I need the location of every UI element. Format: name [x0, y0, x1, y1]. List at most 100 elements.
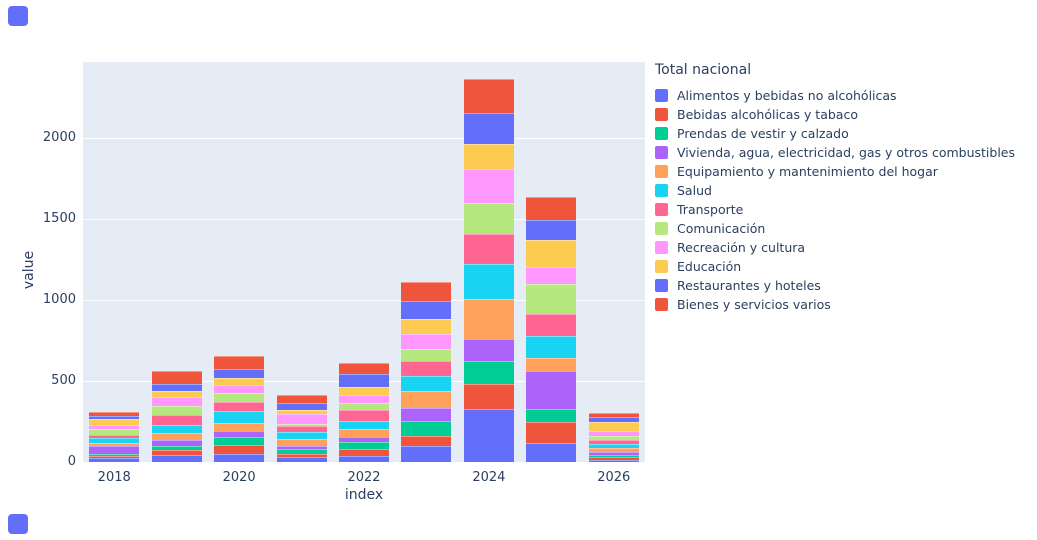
- bar-segment[interactable]: [401, 360, 452, 376]
- bar-segment[interactable]: [338, 410, 389, 422]
- bar-segment[interactable]: [276, 453, 327, 458]
- bar-segment[interactable]: [89, 445, 140, 454]
- bar-segment[interactable]: [89, 438, 140, 443]
- bar-segment[interactable]: [588, 459, 639, 462]
- bar-segment[interactable]: [214, 356, 265, 370]
- bar-segment[interactable]: [338, 387, 389, 395]
- bar-segment[interactable]: [463, 409, 514, 462]
- bar-segment[interactable]: [401, 407, 452, 421]
- bar-segment[interactable]: [463, 264, 514, 300]
- bar-segment[interactable]: [526, 266, 577, 285]
- bar-segment[interactable]: [276, 431, 327, 440]
- bar-segment[interactable]: [338, 363, 389, 375]
- bar-segment[interactable]: [338, 374, 389, 388]
- bar-segment[interactable]: [463, 112, 514, 145]
- bar-segment[interactable]: [214, 401, 265, 412]
- bar-segment[interactable]: [463, 338, 514, 361]
- bar-segment[interactable]: [276, 426, 327, 432]
- bar-segment[interactable]: [526, 442, 577, 462]
- bar-segment[interactable]: [89, 418, 140, 425]
- bar-segment[interactable]: [463, 299, 514, 339]
- bar-segment[interactable]: [338, 441, 389, 450]
- bar-segment[interactable]: [89, 453, 140, 457]
- bar-segment[interactable]: [526, 409, 577, 423]
- bar-segment[interactable]: [338, 421, 389, 430]
- bar-segment[interactable]: [151, 405, 202, 415]
- bar-segment[interactable]: [214, 369, 265, 378]
- bar-segment[interactable]: [214, 384, 265, 394]
- bar-segment[interactable]: [588, 448, 639, 452]
- bar-segment[interactable]: [214, 377, 265, 385]
- bar-segment[interactable]: [151, 446, 202, 451]
- bar-segment[interactable]: [151, 450, 202, 455]
- bar-segment[interactable]: [401, 349, 452, 361]
- bar-segment[interactable]: [463, 79, 514, 113]
- bar-segment[interactable]: [276, 449, 327, 454]
- bar-segment[interactable]: [588, 431, 639, 437]
- bar-segment[interactable]: [89, 456, 140, 458]
- bar-segment[interactable]: [151, 397, 202, 406]
- bar-segment[interactable]: [588, 451, 639, 455]
- bar-segment[interactable]: [151, 439, 202, 447]
- bar-segment[interactable]: [463, 234, 514, 265]
- legend-item[interactable]: Prendas de vestir y calzado: [655, 124, 1015, 143]
- bar-segment[interactable]: [463, 202, 514, 235]
- bar-segment[interactable]: [276, 424, 327, 427]
- bar-segment[interactable]: [214, 453, 265, 462]
- bar-segment[interactable]: [151, 425, 202, 433]
- bar-segment[interactable]: [214, 431, 265, 437]
- bar-segment[interactable]: [588, 444, 639, 449]
- bar-segment[interactable]: [89, 415, 140, 419]
- bar-segment[interactable]: [526, 219, 577, 240]
- bar-segment[interactable]: [526, 314, 577, 337]
- legend-item[interactable]: Equipamiento y mantenimiento del hogar: [655, 162, 1015, 181]
- bar-segment[interactable]: [338, 437, 389, 442]
- bar-segment[interactable]: [588, 457, 639, 460]
- legend-item[interactable]: Bienes y servicios varios: [655, 295, 1015, 314]
- bar-segment[interactable]: [526, 284, 577, 315]
- legend-item[interactable]: Salud: [655, 181, 1015, 200]
- legend-item[interactable]: Transporte: [655, 200, 1015, 219]
- bar-segment[interactable]: [214, 393, 265, 402]
- bar-segment[interactable]: [588, 454, 639, 458]
- legend-item[interactable]: Vivienda, agua, electricidad, gas y otro…: [655, 143, 1015, 162]
- bar-segment[interactable]: [588, 412, 639, 417]
- bar-segment[interactable]: [463, 144, 514, 170]
- bar-segment[interactable]: [401, 420, 452, 437]
- bar-segment[interactable]: [526, 196, 577, 220]
- bar-segment[interactable]: [401, 334, 452, 350]
- legend-item[interactable]: Alimentos y bebidas no alcohólicas: [655, 86, 1015, 105]
- bar-segment[interactable]: [151, 371, 202, 384]
- bar-segment[interactable]: [276, 457, 327, 462]
- bar-segment[interactable]: [89, 429, 140, 436]
- bar-segment[interactable]: [151, 383, 202, 391]
- bar-segment[interactable]: [526, 371, 577, 410]
- bar-segment[interactable]: [89, 442, 140, 446]
- bar-segment[interactable]: [276, 402, 327, 410]
- bar-segment[interactable]: [588, 440, 639, 445]
- legend-item[interactable]: Recreación y cultura: [655, 238, 1015, 257]
- bar-segment[interactable]: [89, 435, 140, 439]
- bar-segment[interactable]: [588, 416, 639, 422]
- bar-segment[interactable]: [151, 454, 202, 462]
- bar-segment[interactable]: [401, 281, 452, 302]
- bar-segment[interactable]: [151, 432, 202, 440]
- bar-segment[interactable]: [463, 169, 514, 203]
- bar-segment[interactable]: [401, 375, 452, 391]
- bar-segment[interactable]: [214, 444, 265, 454]
- legend-item[interactable]: Bebidas alcohólicas y tabaco: [655, 105, 1015, 124]
- bar-segment[interactable]: [214, 422, 265, 432]
- bar-segment[interactable]: [338, 402, 389, 411]
- legend-item[interactable]: Educación: [655, 257, 1015, 276]
- bar-segment[interactable]: [151, 414, 202, 426]
- bar-segment[interactable]: [89, 424, 140, 430]
- bar-segment[interactable]: [276, 414, 327, 425]
- bar-segment[interactable]: [526, 422, 577, 443]
- bar-segment[interactable]: [214, 411, 265, 423]
- bar-segment[interactable]: [338, 455, 389, 462]
- bar-segment[interactable]: [463, 360, 514, 385]
- bar-segment[interactable]: [89, 457, 140, 462]
- bar-segment[interactable]: [276, 395, 327, 403]
- bar-segment[interactable]: [401, 436, 452, 447]
- bar-segment[interactable]: [151, 390, 202, 398]
